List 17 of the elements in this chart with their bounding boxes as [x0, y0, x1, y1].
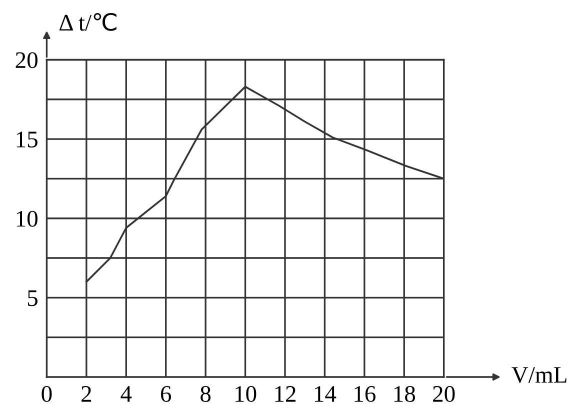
x-tick-label: 10	[236, 386, 256, 402]
x-tick-label: 6	[160, 386, 172, 402]
y-axis-title: Δ t/℃	[60, 12, 116, 31]
y-tick-label: 15	[16, 132, 38, 148]
y-tick-label: 10	[16, 210, 38, 227]
x-tick-label: 16	[354, 386, 376, 402]
y-tick-label: 20	[16, 52, 38, 68]
y-tick-label: 5	[28, 290, 38, 306]
x-tick-label: 0	[42, 386, 52, 402]
x-tick-label: 14	[314, 386, 336, 402]
x-tick-label: 4	[120, 386, 132, 402]
x-tick-label: 2	[82, 386, 92, 402]
x-tick-label: 18	[394, 386, 416, 402]
x-tick-label: 20	[433, 386, 455, 402]
x-axis-title: V/mL	[512, 367, 566, 384]
x-tick-label: 12	[275, 386, 296, 402]
x-tick-label: 8	[200, 386, 211, 402]
